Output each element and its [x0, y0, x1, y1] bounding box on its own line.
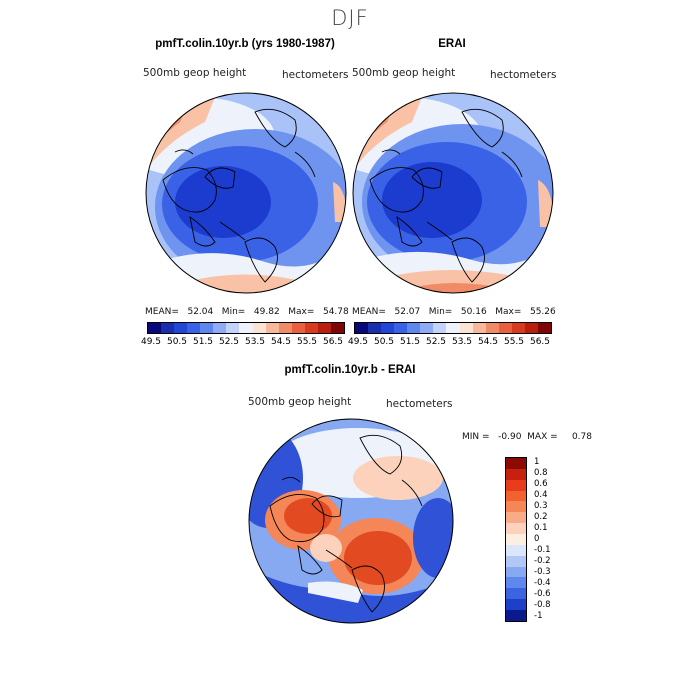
panel-1-stats: MEAN= 52.04 Min= 49.82 Max= 54.78: [145, 307, 349, 317]
colorbar-tick-label: 56.5: [529, 337, 551, 347]
panel-2-field-label: 500mb geop height: [352, 67, 456, 79]
colorbar-swatch: [148, 323, 162, 333]
colorbar-level-label: -0.1: [534, 544, 551, 555]
colorbar-swatch: [278, 323, 292, 333]
colorbar-swatch: [537, 323, 551, 333]
colorbar-tick-label: 49.5: [140, 337, 162, 347]
panel-1-colorbar: [147, 322, 345, 334]
panel-2-stats: MEAN= 52.07 Min= 50.16 Max= 55.26: [352, 307, 556, 317]
panel-1-title: pmfT.colin.10yr.b (yrs 1980-1987): [155, 38, 335, 50]
colorbar-swatch: [330, 323, 344, 333]
colorbar-swatch: [174, 323, 188, 333]
panel-1-polar-map: [145, 92, 347, 294]
colorbar-tick-label: 55.5: [503, 337, 525, 347]
main-title: DJF: [331, 6, 369, 30]
colorbar-swatch: [304, 323, 318, 333]
colorbar-swatch: [506, 544, 526, 556]
colorbar-swatch: [506, 501, 526, 513]
colorbar-level-label: -0.3: [534, 566, 551, 577]
colorbar-swatch: [506, 534, 526, 545]
colorbar-swatch: [498, 323, 512, 333]
colorbar-tick-label: 51.5: [399, 337, 421, 347]
colorbar-swatch: [226, 323, 240, 333]
colorbar-level-label: 0.2: [534, 511, 548, 522]
panel-2-title: ERAI: [438, 38, 466, 50]
colorbar-tick-label: 50.5: [373, 337, 395, 347]
colorbar-swatch: [291, 323, 305, 333]
colorbar-tick-label: 55.5: [296, 337, 318, 347]
diff-polar-map: [248, 418, 454, 624]
colorbar-swatch: [485, 323, 499, 333]
colorbar-swatch: [506, 523, 526, 535]
colorbar-swatch: [213, 323, 227, 333]
colorbar-tick-label: 52.5: [425, 337, 447, 347]
colorbar-swatch: [506, 599, 526, 611]
colorbar-swatch: [506, 512, 526, 524]
panel-1-units-label: hectometers: [282, 69, 349, 81]
colorbar-swatch: [524, 323, 538, 333]
colorbar-swatch: [239, 323, 253, 333]
colorbar-tick-label: 54.5: [477, 337, 499, 347]
colorbar-tick-label: 49.5: [347, 337, 369, 347]
panel-2-polar-map: [352, 92, 554, 294]
colorbar-level-label: -0.4: [534, 577, 551, 588]
colorbar-swatch: [459, 323, 473, 333]
diff-colorbar-labels: 1 0.8 0.6 0.4 0.3 0.2 0.1 0 -0.1 -0.2 -0.3 -0.4 -0.6…: [534, 457, 574, 622]
colorbar-swatch: [506, 490, 526, 502]
colorbar-swatch: [187, 323, 201, 333]
colorbar-tick-label: 56.5: [322, 337, 344, 347]
diff-stats: MIN = -0.90 MAX = 0.78: [462, 432, 592, 442]
colorbar-level-label: -0.6: [534, 588, 551, 599]
diff-colorbar: [505, 457, 527, 622]
colorbar-level-label: -0.2: [534, 555, 551, 566]
colorbar-level-label: 0.1: [534, 522, 548, 533]
colorbar-tick-label: 52.5: [218, 337, 240, 347]
panel-2-colorbar: [354, 322, 552, 334]
colorbar-swatch: [506, 479, 526, 491]
colorbar-level-label: -1: [534, 610, 543, 621]
colorbar-swatch: [420, 323, 434, 333]
colorbar-level-label: 0.6: [534, 478, 548, 489]
colorbar-swatch: [368, 323, 382, 333]
colorbar-tick-label: 53.5: [451, 337, 473, 347]
colorbar-swatch: [506, 458, 526, 469]
colorbar-swatch: [506, 566, 526, 578]
colorbar-level-label: 0: [534, 533, 540, 544]
colorbar-swatch: [265, 323, 279, 333]
colorbar-swatch: [355, 323, 369, 333]
colorbar-level-label: -0.8: [534, 599, 551, 610]
colorbar-swatch: [252, 323, 266, 333]
colorbar-swatch: [161, 323, 175, 333]
colorbar-swatch: [506, 610, 526, 621]
panel-2-units-label: hectometers: [490, 69, 557, 81]
colorbar-swatch: [506, 577, 526, 589]
colorbar-swatch: [446, 323, 460, 333]
colorbar-swatch: [394, 323, 408, 333]
colorbar-swatch: [433, 323, 447, 333]
colorbar-level-label: 0.8: [534, 467, 548, 478]
diff-panel-units-label: hectometers: [386, 398, 453, 410]
colorbar-swatch: [381, 323, 395, 333]
colorbar-tick-label: 54.5: [270, 337, 292, 347]
colorbar-swatch: [317, 323, 331, 333]
colorbar-swatch: [472, 323, 486, 333]
colorbar-swatch: [407, 323, 421, 333]
colorbar-swatch: [506, 588, 526, 600]
colorbar-swatch: [506, 468, 526, 480]
colorbar-level-label: 0.4: [534, 489, 548, 500]
panel-1-field-label: 500mb geop height: [143, 67, 247, 79]
colorbar-swatch: [511, 323, 525, 333]
colorbar-tick-label: 51.5: [192, 337, 214, 347]
colorbar-tick-label: 53.5: [244, 337, 266, 347]
diff-panel-title: pmfT.colin.10yr.b - ERAI: [284, 364, 416, 376]
colorbar-level-label: 0.3: [534, 500, 548, 511]
colorbar-tick-label: 50.5: [166, 337, 188, 347]
colorbar-swatch: [200, 323, 214, 333]
colorbar-level-label: 1: [534, 456, 540, 467]
colorbar-swatch: [506, 555, 526, 567]
diff-panel-field-label: 500mb geop height: [248, 396, 352, 408]
